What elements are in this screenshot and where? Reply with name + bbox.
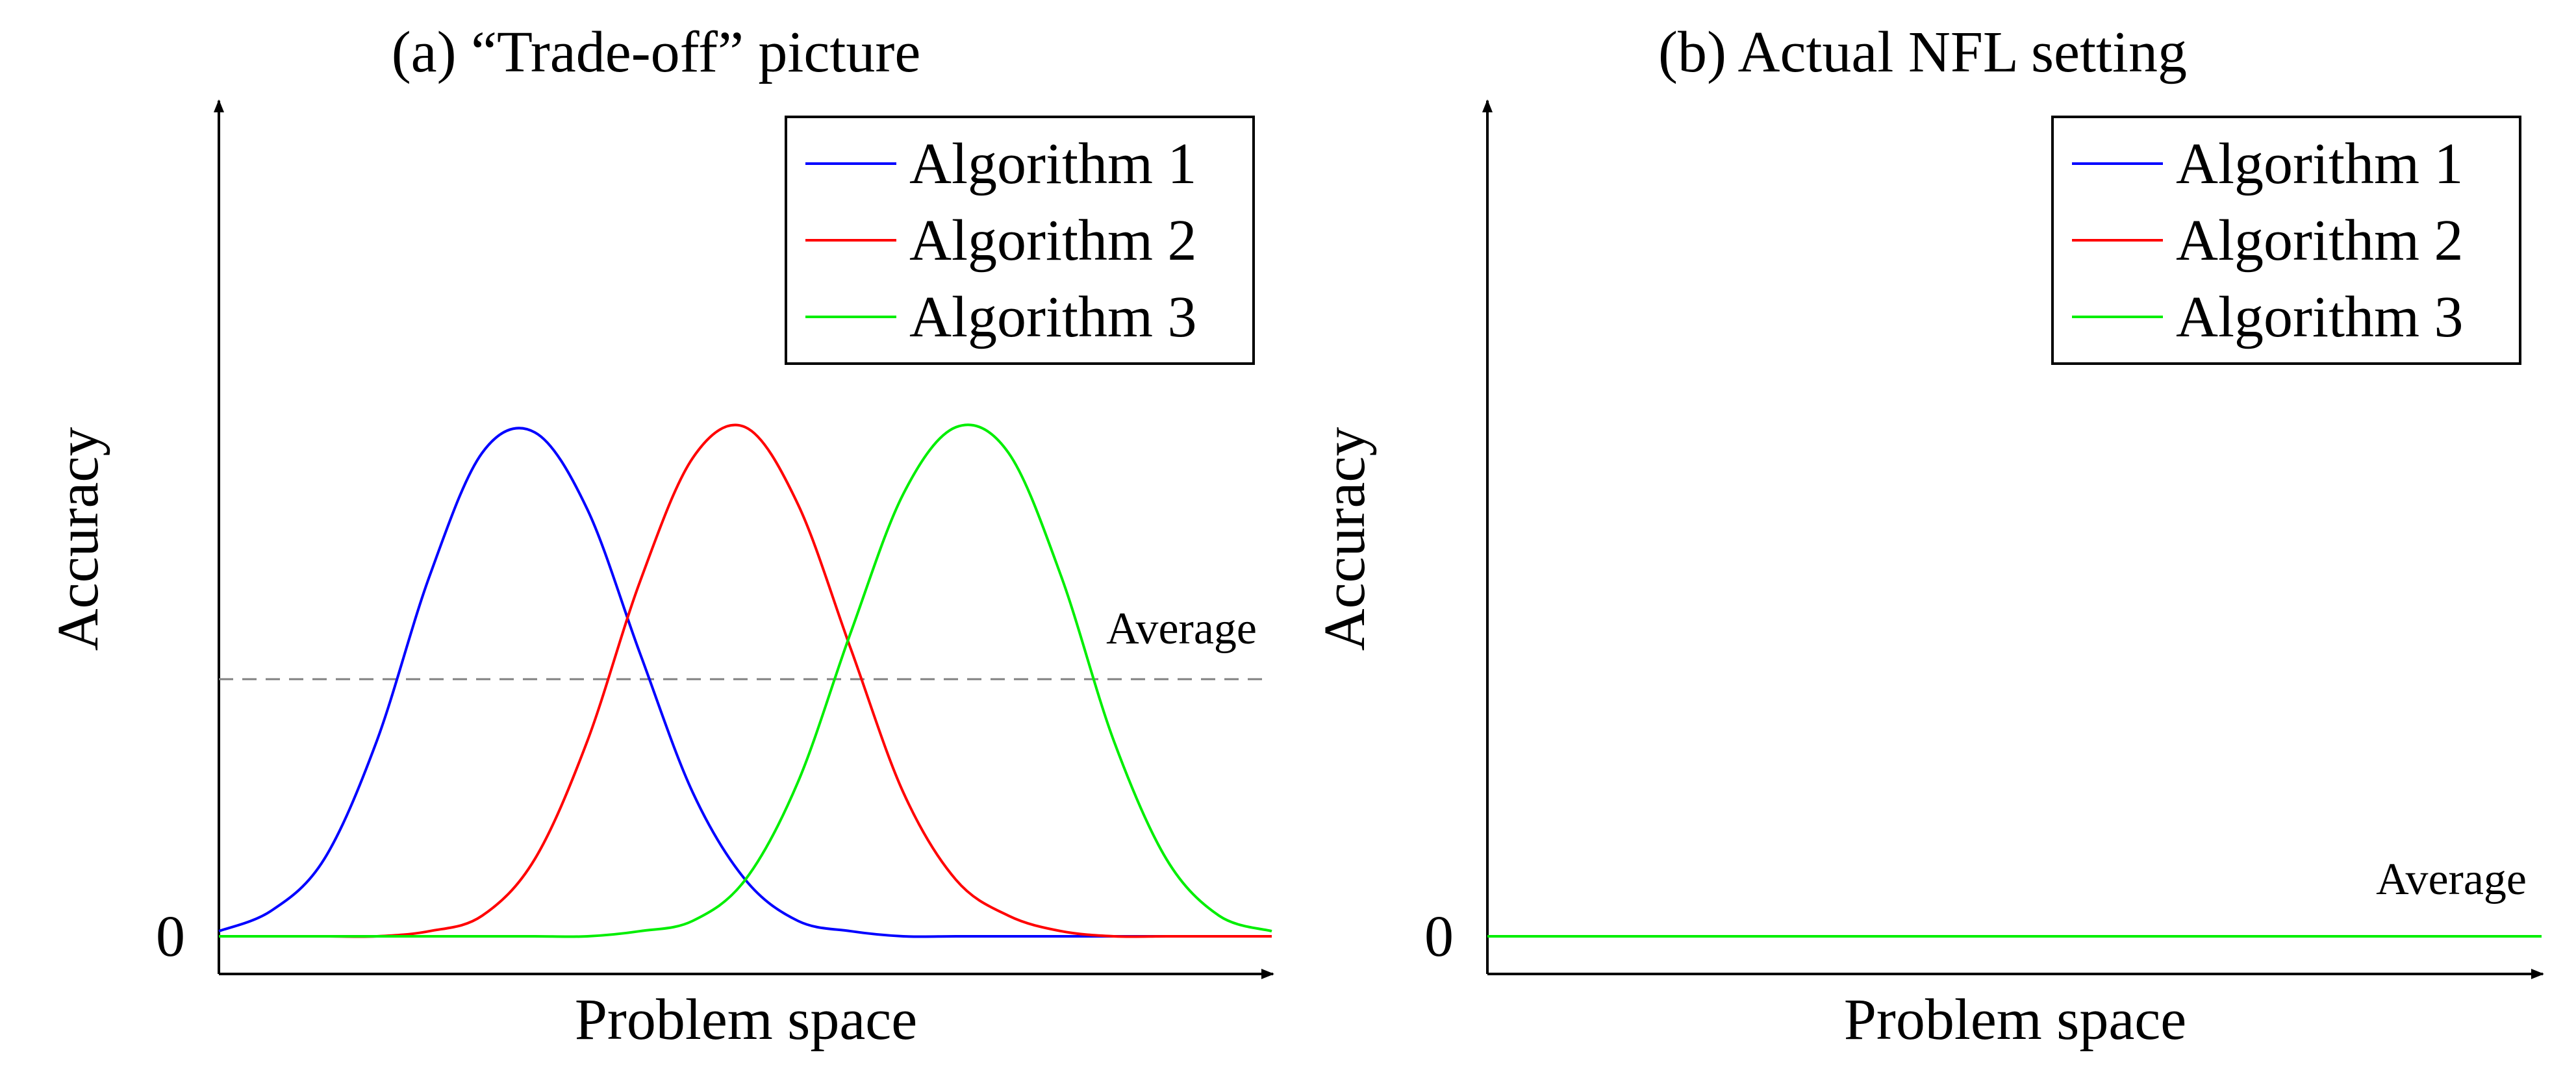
legend-label-3: Algorithm 3 (2176, 285, 2464, 349)
average-label: Average (2376, 854, 2527, 904)
legend-label-3: Algorithm 3 (909, 285, 1197, 349)
legend-label-2: Algorithm 2 (909, 208, 1197, 273)
x-axis-label: Problem space (575, 988, 917, 1052)
x-axis-label: Problem space (1844, 988, 2186, 1052)
legend: Algorithm 1 Algorithm 2 Algorithm 3 (2051, 116, 2521, 365)
y-axis-label: Accuracy (1313, 427, 1377, 651)
legend-label-1: Algorithm 1 (909, 132, 1197, 196)
average-label: Average (1106, 604, 1257, 654)
chart-panel-b: (b) Actual NFL setting 0 Problem space Accu… (1313, 20, 2544, 1052)
series-line-3 (219, 423, 1272, 938)
legend-label-1: Algorithm 1 (2176, 132, 2464, 196)
legend: Algorithm 1 Algorithm 2 Algorithm 3 (785, 116, 1255, 365)
chart-title: (a) “Trade-off” picture (392, 20, 921, 84)
legend-label-2: Algorithm 2 (2176, 208, 2464, 273)
y-tick-label: 0 (1424, 904, 1454, 969)
chart-panel-a: (a) “Trade-off” picture 0 Problem space Acc… (46, 20, 1274, 1052)
y-axis-label: Accuracy (46, 427, 110, 651)
y-tick-label: 0 (156, 904, 185, 969)
chart-title: (b) Actual NFL setting (1658, 20, 2187, 84)
series-line-2 (219, 423, 1272, 938)
series-line-1 (218, 427, 1272, 938)
